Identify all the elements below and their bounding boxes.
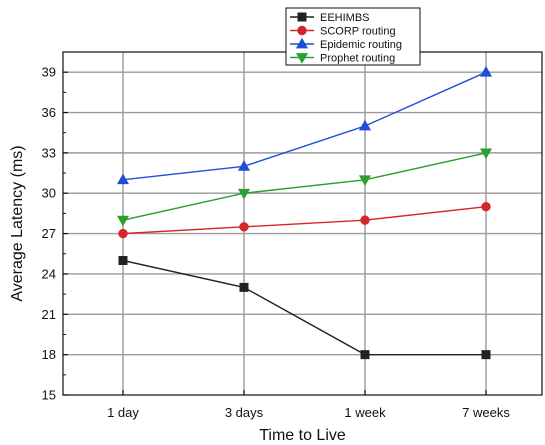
legend-marker-0 (298, 13, 306, 21)
x-axis-title: Time to Live (259, 427, 346, 444)
series-3 (118, 149, 491, 225)
data-point-0-2 (361, 351, 369, 359)
y-axis: 15 18 21 24 27 30 33 36 39 (42, 65, 68, 403)
x-tick-label-2: 1 week (344, 405, 386, 420)
x-tick-label-0: 1 day (107, 405, 139, 420)
series-2 (118, 67, 491, 184)
x-tick-label-3: 7 weeks (462, 405, 510, 420)
legend-label-3: Prophet routing (320, 53, 395, 65)
y-tick-label-5: 30 (42, 186, 56, 201)
series-1 (119, 202, 490, 237)
data-point-1-0 (119, 229, 127, 237)
data-point-0-3 (482, 351, 490, 359)
y-tick-label-0: 15 (42, 388, 56, 403)
data-point-0-0 (119, 256, 127, 264)
legend-label-2: Epidemic routing (320, 39, 402, 51)
data-point-3-0 (118, 216, 128, 225)
series-line-1 (123, 207, 486, 234)
legend-label-0: EEHIMBS (320, 12, 370, 24)
series-0 (119, 256, 490, 358)
x-tick-label-1: 3 days (225, 405, 264, 420)
data-point-1-3 (482, 202, 490, 210)
data-point-2-2 (360, 121, 370, 130)
y-tick-label-4: 27 (42, 226, 56, 241)
y-tick-label-1: 18 (42, 347, 56, 362)
series-line-2 (123, 72, 486, 180)
y-tick-label-6: 33 (42, 145, 56, 160)
data-point-1-1 (240, 223, 248, 231)
y-tick-label-2: 21 (42, 307, 56, 322)
data-point-1-2 (361, 216, 369, 224)
series-line-3 (123, 153, 486, 220)
y-tick-label-7: 36 (42, 105, 56, 120)
y-tick-label-3: 24 (42, 266, 56, 281)
legend-label-1: SCORP routing (320, 26, 396, 38)
y-tick-label-8: 39 (42, 65, 56, 80)
data-point-0-1 (240, 283, 248, 291)
y-axis-title: Average Latency (ms) (9, 145, 26, 301)
legend-marker-1 (298, 26, 306, 34)
